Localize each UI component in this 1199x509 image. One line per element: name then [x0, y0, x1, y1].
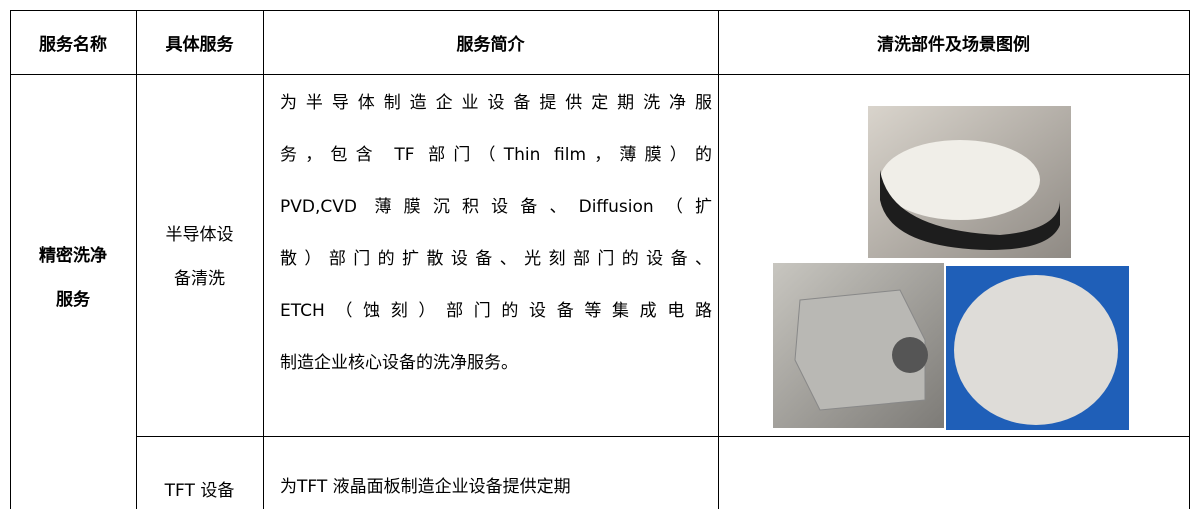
cell-text: 半导体设 [165, 225, 234, 245]
cell-text: 精密洗净 [39, 246, 107, 266]
intro-line: 为TFT 液晶面板制造企业设备提供定期 [280, 477, 571, 497]
border [718, 10, 719, 509]
photo-part [880, 140, 1040, 220]
photo-part [794, 289, 926, 411]
cell-text: TFT 设备 [164, 481, 235, 501]
intro-line: PVD,CVD 薄膜沉积设备、Diffusion（扩 [280, 197, 712, 217]
header-cell: 具体服务 [165, 35, 234, 55]
header-cell: 清洗部件及场景图例 [877, 35, 1030, 55]
header-cell: 服务名称 [39, 35, 107, 55]
border [10, 10, 11, 509]
intro-line: ETCH（蚀刻）部门的设备等集成电路 [280, 301, 712, 321]
border [263, 10, 264, 509]
border [1189, 10, 1190, 509]
border [136, 10, 137, 509]
border [10, 74, 1190, 75]
intro-line: 为半导体制造企业设备提供定期洗净服 [280, 93, 712, 113]
cell-text: 备清洗 [174, 269, 225, 289]
cell-text: 服务 [56, 290, 90, 310]
intro-line: 制造企业核心设备的洗净服务。 [280, 353, 518, 373]
border [136, 436, 1190, 437]
intro-line: 散）部门的扩散设备、光刻部门的设备、 [280, 249, 712, 269]
photo-part [892, 337, 928, 373]
photo-part [954, 275, 1118, 425]
border [10, 10, 1190, 11]
photo-part [880, 170, 1060, 250]
header-cell: 服务简介 [456, 35, 525, 55]
intro-line: 务，包含 TF 部门（Thin film，薄膜）的 [280, 145, 712, 165]
